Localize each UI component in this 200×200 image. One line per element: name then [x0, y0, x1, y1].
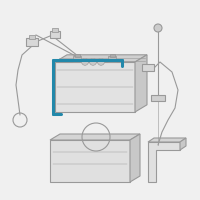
Circle shape	[98, 58, 104, 65]
Bar	[110, 54, 114, 57]
Polygon shape	[148, 142, 180, 182]
Bar	[26, 38, 38, 46]
Polygon shape	[55, 55, 147, 62]
Bar	[29, 35, 35, 39]
Circle shape	[82, 58, 88, 65]
Bar	[74, 54, 80, 57]
Bar	[151, 95, 165, 101]
Bar	[52, 28, 58, 32]
Polygon shape	[130, 134, 140, 182]
Bar	[73, 56, 81, 62]
Polygon shape	[50, 140, 130, 182]
Circle shape	[154, 24, 162, 32]
Polygon shape	[135, 55, 147, 112]
Polygon shape	[148, 138, 186, 142]
Bar	[142, 64, 154, 71]
Polygon shape	[50, 134, 140, 140]
Bar	[108, 56, 116, 62]
Polygon shape	[180, 138, 186, 150]
Bar	[50, 31, 60, 38]
Circle shape	[90, 58, 96, 65]
Polygon shape	[55, 62, 135, 112]
